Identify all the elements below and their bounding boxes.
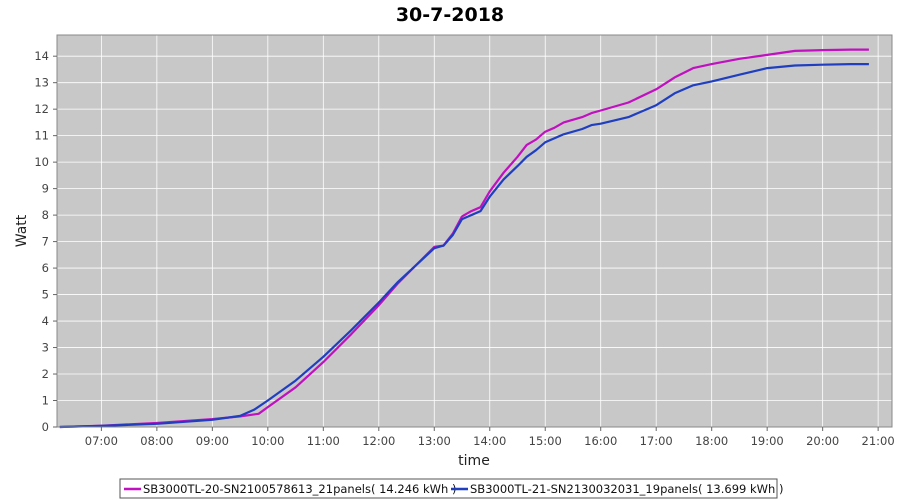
x-tick-label: 17:00 xyxy=(640,434,673,448)
legend-box xyxy=(119,478,778,499)
y-tick-label: 10 xyxy=(34,155,49,169)
plot-border xyxy=(56,34,893,428)
x-tick-label: 10:00 xyxy=(251,434,284,448)
y-tick-label: 5 xyxy=(42,288,49,302)
y-tick-label: 11 xyxy=(34,129,49,143)
y-tick-label: 7 xyxy=(42,235,49,249)
x-tick-label: 18:00 xyxy=(695,434,728,448)
x-tick-label: 16:00 xyxy=(584,434,617,448)
series-line-2 xyxy=(59,62,869,429)
x-tick-label: 07:00 xyxy=(85,434,118,448)
x-tick-label: 09:00 xyxy=(196,434,229,448)
y-tick-label: 14 xyxy=(34,49,49,63)
y-tick-label: 0 xyxy=(42,420,49,434)
legend: SB3000TL-20-SN2100578613_21panels( 14.24… xyxy=(119,478,783,499)
x-tick-label: 21:00 xyxy=(862,434,895,448)
x-tick-label: 12:00 xyxy=(362,434,395,448)
y-tick-label: 9 xyxy=(42,182,49,196)
x-tick-label: 13:00 xyxy=(418,434,451,448)
x-tick-label: 11:00 xyxy=(307,434,340,448)
y-tick-label: 2 xyxy=(42,367,49,381)
y-tick-label: 6 xyxy=(42,261,49,275)
chart-title: 30-7-2018 xyxy=(396,4,504,26)
y-tick-label: 1 xyxy=(42,394,49,408)
y-tick-label: 12 xyxy=(34,102,49,116)
x-tick-label: 20:00 xyxy=(806,434,839,448)
y-tick-label: 3 xyxy=(42,341,49,355)
y-tick-label: 13 xyxy=(34,76,49,90)
y-tick-label: 8 xyxy=(42,208,49,222)
y-tick-label: 4 xyxy=(42,314,49,328)
legend-label-series-1: SB3000TL-20-SN2100578613_21panels( 14.24… xyxy=(143,482,456,496)
x-gridlines xyxy=(100,35,879,427)
x-tick-label: 14:00 xyxy=(473,434,506,448)
plot-area xyxy=(57,35,892,427)
x-tick-label: 19:00 xyxy=(751,434,784,448)
legend-label-series-2: SB3000TL-21-SN2130032031_19panels( 13.69… xyxy=(470,482,783,496)
x-tick-label: 08:00 xyxy=(140,434,173,448)
x-axis-label: time xyxy=(458,453,490,469)
series-lines xyxy=(59,48,869,429)
x-axis-ticks: 07:00 08:00 09:00 10:00 11:00 12:00 13:00 14:00… xyxy=(85,427,895,448)
y-gridlines xyxy=(57,55,892,428)
series-line-1 xyxy=(59,48,869,429)
x-tick-label: 15:00 xyxy=(529,434,562,448)
y-axis-label: Watt xyxy=(14,214,30,247)
